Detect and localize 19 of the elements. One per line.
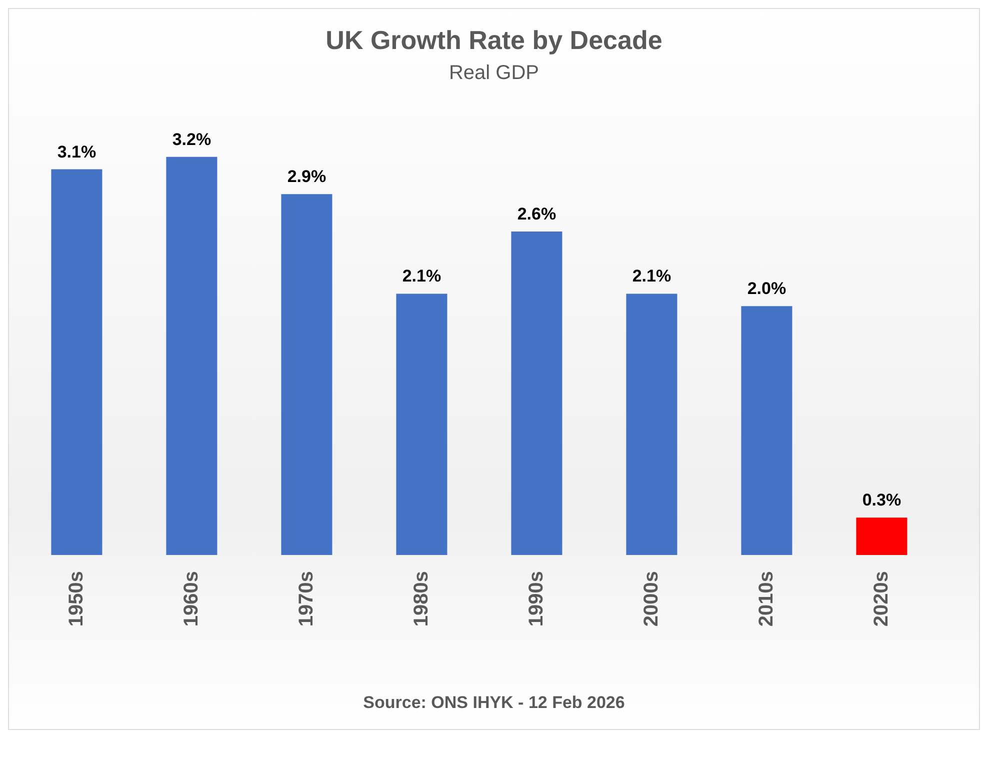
data-label: 0.3% <box>862 490 902 510</box>
chart-title: UK Growth Rate by Decade <box>324 25 664 56</box>
x-tick-label: 1980s <box>410 571 432 627</box>
x-tick-label: 1960s <box>180 571 202 627</box>
x-tick-label: 2010s <box>756 571 778 627</box>
data-label: 2.6% <box>517 204 556 224</box>
x-tick-label: 2020s <box>870 571 892 627</box>
source-note: Source: ONS IHYK - 12 Feb 2026 <box>362 693 626 713</box>
chart-subtitle: Real GDP <box>448 62 540 85</box>
data-label: 2.0% <box>747 279 786 298</box>
x-tick-label: 1970s <box>296 571 318 627</box>
x-tick-label: 1990s <box>526 571 548 627</box>
data-label: 3.2% <box>172 130 212 149</box>
data-label: 3.1% <box>57 142 96 162</box>
data-label: 2.1% <box>402 266 442 286</box>
data-label: 2.1% <box>632 266 672 286</box>
data-label: 2.9% <box>287 167 326 186</box>
x-tick-label: 2000s <box>640 571 662 627</box>
x-tick-label: 1950s <box>66 571 88 627</box>
